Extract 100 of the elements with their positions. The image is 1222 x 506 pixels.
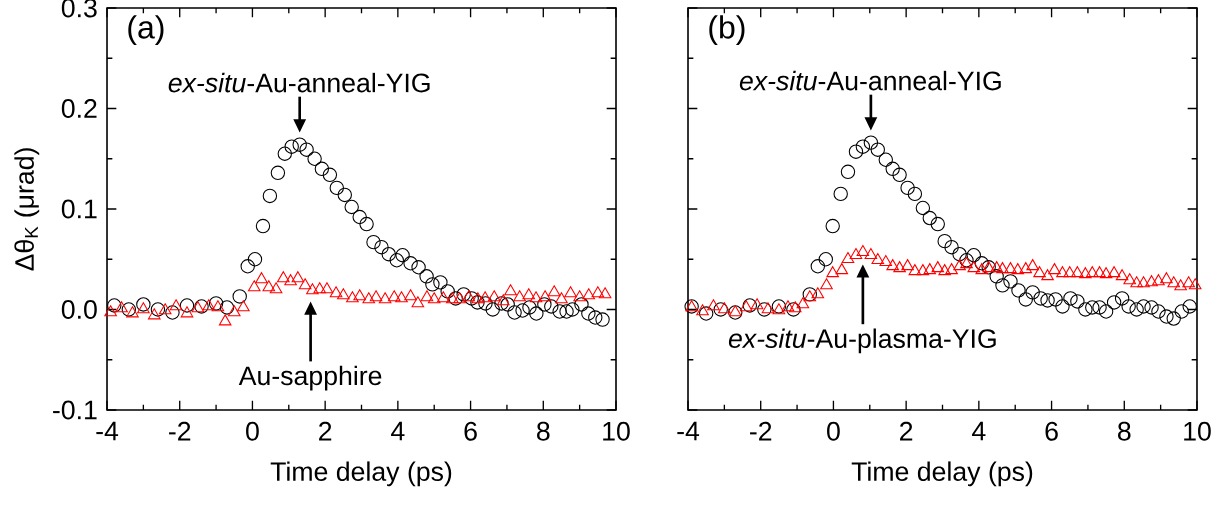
point — [104, 305, 117, 317]
point — [840, 164, 856, 180]
point — [1033, 291, 1048, 306]
point — [573, 290, 586, 302]
point — [346, 291, 359, 303]
x-axis-title: Time delay (ps) — [851, 461, 1033, 487]
point — [478, 291, 492, 303]
point — [1151, 304, 1166, 319]
annotation: ex-situ-Au-anneal-YIG — [168, 72, 430, 93]
point — [322, 167, 338, 183]
point — [419, 269, 434, 284]
point — [1159, 309, 1174, 324]
point — [564, 286, 577, 298]
point — [713, 302, 728, 317]
point — [115, 301, 128, 313]
point — [855, 139, 871, 154]
point — [381, 247, 396, 262]
point — [389, 253, 404, 268]
point — [191, 301, 205, 313]
point — [180, 306, 194, 318]
point — [1055, 299, 1070, 314]
point — [298, 278, 312, 290]
point — [1063, 291, 1078, 306]
point — [1011, 283, 1026, 298]
point — [411, 296, 425, 308]
x-tick-label: 2 — [319, 421, 332, 441]
point — [742, 298, 758, 313]
point — [494, 296, 509, 311]
point — [522, 288, 536, 300]
point — [107, 298, 122, 313]
point — [446, 292, 459, 304]
point — [547, 285, 561, 297]
point — [211, 300, 225, 312]
point — [1025, 285, 1040, 300]
x-tick-label: 4 — [391, 421, 405, 441]
x-tick-label: 6 — [464, 421, 477, 441]
point — [786, 302, 801, 317]
chart-title: (a) — [128, 15, 164, 45]
point — [433, 275, 448, 290]
point — [464, 291, 479, 306]
x-tick-label: 2 — [900, 421, 913, 441]
point — [915, 200, 931, 216]
point — [496, 294, 510, 306]
point — [995, 278, 1010, 293]
point — [462, 290, 476, 302]
point — [411, 260, 426, 275]
point — [1003, 274, 1018, 289]
x-tick-label: 0 — [827, 421, 840, 441]
point — [1144, 300, 1159, 315]
point — [833, 186, 848, 202]
point — [892, 167, 907, 183]
point — [353, 289, 366, 301]
x-tick-label: 0 — [246, 421, 259, 441]
point — [470, 295, 485, 310]
point — [362, 292, 376, 304]
point — [1174, 304, 1189, 319]
point — [456, 287, 471, 302]
point — [863, 135, 879, 150]
point — [284, 139, 299, 154]
point — [277, 146, 292, 161]
point — [1085, 300, 1100, 315]
point — [403, 256, 418, 271]
point — [227, 305, 241, 317]
point — [1040, 293, 1055, 308]
point — [395, 291, 408, 303]
point — [598, 287, 612, 299]
point — [158, 303, 172, 315]
x-tick-label: 8 — [1118, 421, 1131, 441]
point — [284, 274, 297, 286]
x-tick-label: 4 — [972, 421, 986, 441]
x-tick-label: -4 — [96, 421, 119, 441]
point — [352, 209, 367, 225]
point — [565, 302, 580, 317]
point — [269, 282, 283, 294]
point — [150, 302, 166, 317]
point — [591, 286, 605, 298]
chart-title: (b) — [709, 15, 745, 45]
point — [1129, 302, 1144, 317]
point — [559, 304, 574, 319]
point — [537, 297, 552, 312]
point — [218, 314, 232, 326]
point — [427, 292, 441, 304]
point — [529, 291, 543, 303]
point — [440, 284, 455, 299]
point — [870, 142, 885, 157]
point — [136, 297, 151, 312]
point — [208, 296, 224, 311]
point — [1106, 295, 1122, 310]
point — [374, 239, 389, 255]
point — [825, 218, 840, 234]
x-tick-label: 10 — [603, 421, 630, 441]
point — [306, 283, 319, 295]
point — [930, 216, 945, 232]
point — [595, 312, 610, 327]
point — [900, 180, 915, 196]
point — [937, 233, 952, 249]
point — [337, 187, 352, 203]
point — [329, 180, 344, 196]
point — [471, 292, 485, 304]
point — [885, 161, 900, 176]
